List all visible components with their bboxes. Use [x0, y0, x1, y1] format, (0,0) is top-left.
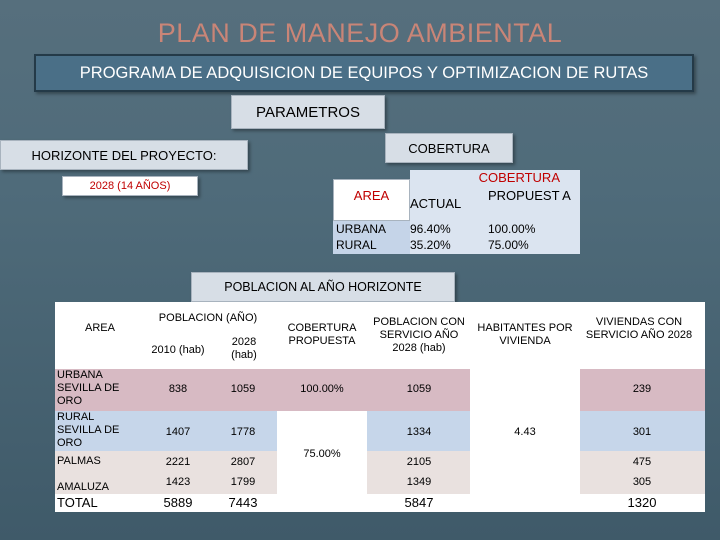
total-2028: 7443: [228, 495, 258, 510]
row-value-2028: 1778: [230, 426, 256, 438]
row-value-2010: 1423: [165, 476, 191, 488]
cobertura-group-header: COBERTURA: [410, 170, 580, 187]
cobertura-row-area: URBANA: [333, 221, 410, 238]
cobertura-area-header: AREA: [333, 179, 410, 221]
slide-title: PLAN DE MANEJO AMBIENTAL: [157, 18, 563, 48]
cobertura-propuesta-value: 100.00%: [488, 221, 580, 238]
cobertura-actual-value: 35.20%: [410, 238, 488, 254]
horizonte-label: HORIZONTE DEL PROYECTO:: [0, 140, 248, 170]
cobertura-propuesta-value: 75.00%: [488, 238, 580, 254]
row-value-servicio: 1334: [406, 426, 432, 438]
cobertura-label: COBERTURA: [385, 133, 513, 163]
row-area-label: URBANA SEVILLA DE ORO: [57, 369, 120, 407]
col-header-area: AREA: [85, 322, 115, 334]
cobertura-row-area: RURAL: [333, 238, 410, 254]
program-banner: PROGRAMA DE ADQUISICION DE EQUIPOS Y OPT…: [34, 54, 694, 92]
row-value-2028: 1059: [230, 383, 256, 395]
horizonte-value: 2028 (14 AÑOS): [62, 176, 198, 196]
cobertura-propuesta-header: PROPUEST A: [488, 187, 580, 221]
row-area-label: PALMAS: [57, 455, 101, 467]
row-value-viviendas: 475: [632, 456, 652, 468]
row-value-servicio: 2105: [406, 456, 432, 468]
col-header-2010: 2010 (hab): [151, 344, 205, 356]
row-value-2010: 1407: [165, 426, 191, 438]
parametros-label: PARAMETROS: [231, 95, 385, 129]
poblacion-label: POBLACION AL AÑO HORIZONTE: [191, 272, 455, 302]
row-cobertura-rural: 75.00%: [303, 448, 341, 460]
col-header-servicio: POBLACION CON SERVICIO AÑO 2028 (hab): [373, 316, 465, 354]
cobertura-rural-band: [277, 411, 367, 494]
row-value-servicio: 1349: [406, 476, 432, 488]
cobertura-actual-value: 96.40%: [410, 221, 488, 238]
row-cobertura-urbana: 100.00%: [300, 383, 344, 395]
total-2010: 5889: [163, 495, 193, 510]
col-header-poblacion: POBLACION (AÑO): [158, 312, 258, 324]
col-header-habitantes: HABITANTES POR VIVIENDA: [477, 322, 573, 347]
total-viviendas: 1320: [627, 495, 657, 510]
row-value-2010: 2221: [165, 456, 191, 468]
total-servicio: 5847: [404, 495, 434, 510]
col-header-2028: 2028 (hab): [231, 336, 257, 361]
poblacion-table: AREA POBLACION (AÑO) 2010 (hab) 2028 (ha…: [55, 302, 705, 512]
total-label: TOTAL: [57, 495, 98, 510]
row-value-2028: 1799: [230, 476, 256, 488]
row-area-label: RURAL SEVILLA DE ORO: [57, 411, 120, 449]
cobertura-actual-header: ACTUAL: [410, 187, 488, 221]
row-value-2010: 838: [168, 383, 188, 395]
row-value-viviendas: 239: [632, 383, 652, 395]
row-value-2028: 2807: [230, 456, 256, 468]
table-row: [55, 369, 705, 411]
row-area-label: AMALUZA: [57, 481, 109, 493]
hab-column-band: [470, 369, 580, 494]
row-value-viviendas: 305: [632, 476, 652, 488]
row-value-servicio: 1059: [406, 383, 432, 395]
col-header-cobertura: COBERTURA PROPUESTA: [287, 322, 357, 347]
habitantes-vivienda-value: 4.43: [514, 426, 536, 438]
row-value-viviendas: 301: [632, 426, 652, 438]
col-header-viviendas: VIVIENDAS CON SERVICIO AÑO 2028: [585, 316, 693, 341]
